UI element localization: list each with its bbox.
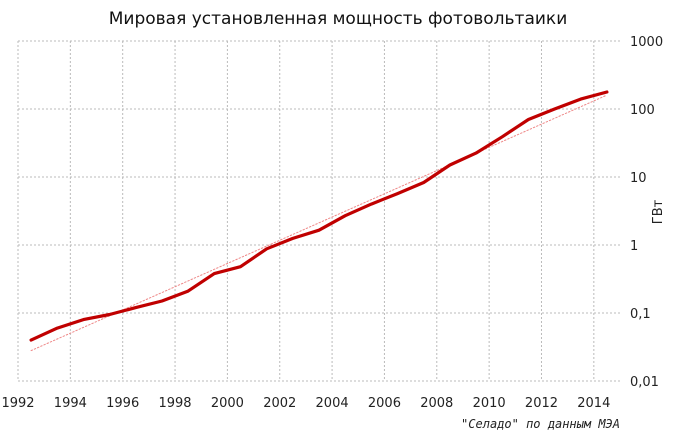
trend-line xyxy=(30,94,608,352)
source-note: "Селадо" по данным МЭА xyxy=(461,417,620,431)
y-tick-label: 10 xyxy=(630,171,647,186)
grid-lines xyxy=(17,40,620,382)
x-tick-label: 1998 xyxy=(158,396,191,411)
x-tick-label: 2006 xyxy=(368,396,401,411)
x-tick-label: 1996 xyxy=(106,396,139,411)
y-tick-label: 1 xyxy=(630,239,638,254)
x-tick-label: 2000 xyxy=(211,396,244,411)
chart-title: Мировая установленная мощность фотовольт… xyxy=(109,9,568,29)
x-tick-label: 2004 xyxy=(316,396,349,411)
x-axis: 1992 1994 1996 1998 2000 2002 2004 2006 2008 2010… xyxy=(1,396,610,411)
x-tick-label: 1994 xyxy=(54,396,87,411)
series-layer xyxy=(29,90,609,352)
x-tick-label: 2010 xyxy=(473,396,506,411)
y-tick-label: 0,01 xyxy=(630,375,659,390)
x-tick-label: 1992 xyxy=(1,396,34,411)
y-axis: 1000 100 10 1 0,1 0,01 xyxy=(630,35,663,390)
capacity-line xyxy=(29,90,609,342)
x-tick-label: 2002 xyxy=(263,396,296,411)
x-tick-label: 2014 xyxy=(577,396,610,411)
y-axis-label: ГВт xyxy=(651,199,666,224)
x-tick-label: 2008 xyxy=(420,396,453,411)
x-tick-label: 2012 xyxy=(525,396,558,411)
y-tick-label: 100 xyxy=(630,103,655,118)
y-tick-label: 1000 xyxy=(630,35,663,50)
y-tick-label: 0,1 xyxy=(630,307,651,322)
